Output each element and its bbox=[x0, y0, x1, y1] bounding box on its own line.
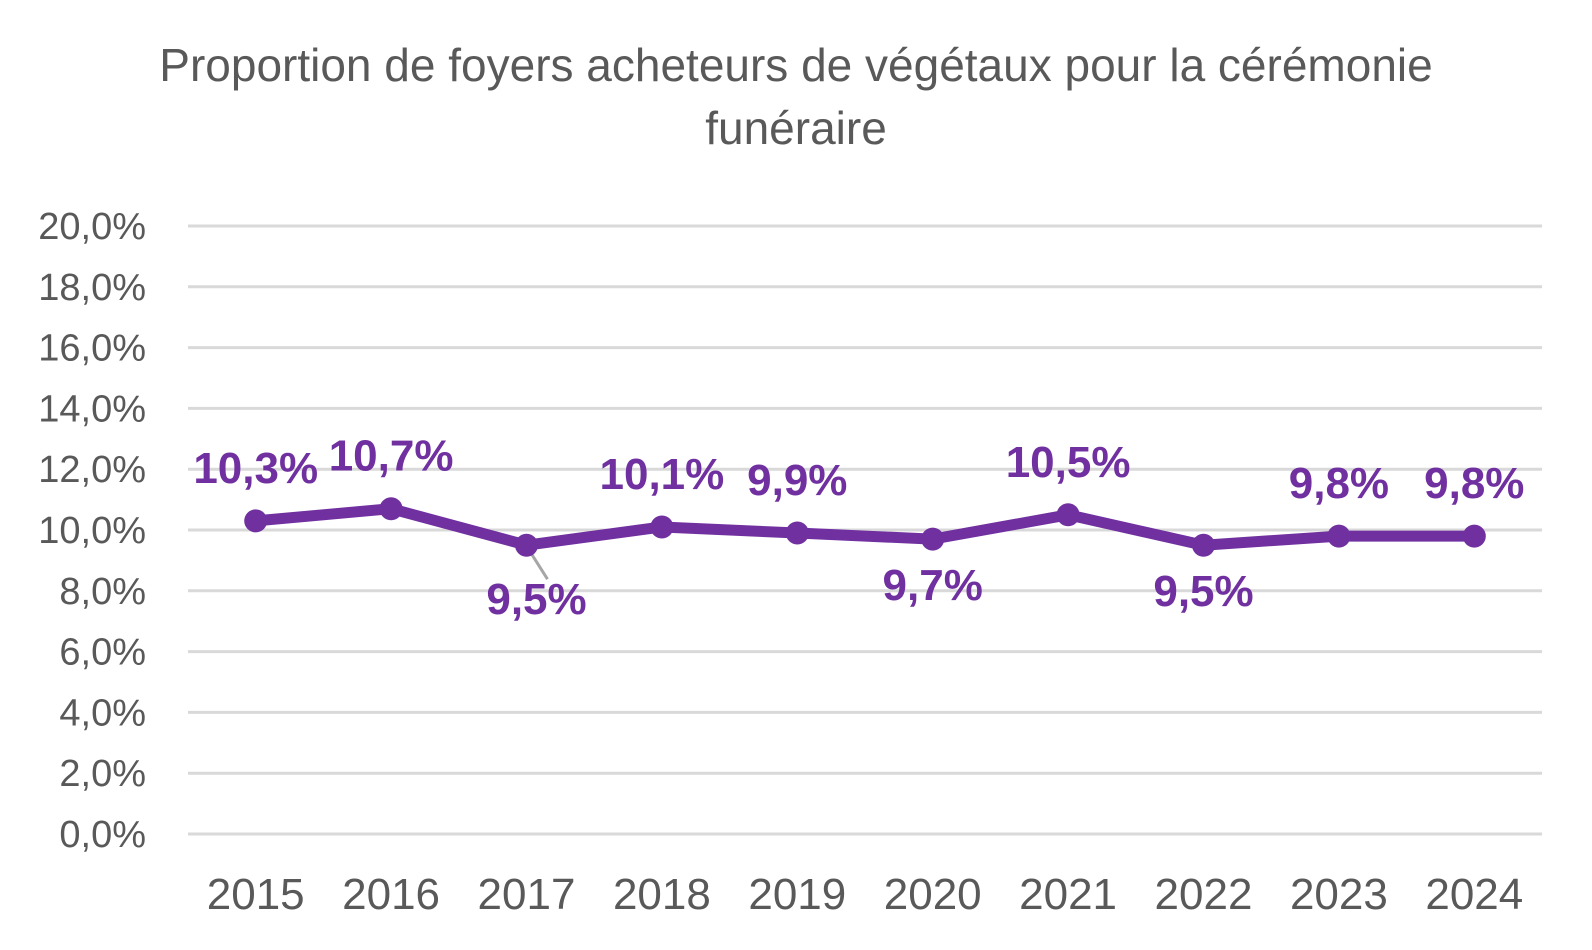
data-point bbox=[515, 533, 538, 557]
data-label: 9,8% bbox=[1289, 459, 1389, 508]
data-point bbox=[921, 527, 945, 551]
data-label: 10,1% bbox=[600, 450, 725, 499]
data-point bbox=[1192, 533, 1215, 557]
series-line bbox=[250, 503, 1480, 551]
x-tick-label: 2015 bbox=[207, 870, 305, 919]
data-label: 9,9% bbox=[747, 456, 847, 505]
data-label: 10,3% bbox=[193, 444, 318, 493]
data-label: 10,5% bbox=[1006, 438, 1131, 487]
x-tick-label: 2024 bbox=[1425, 870, 1523, 919]
x-tick-label: 2017 bbox=[478, 870, 576, 919]
data-point bbox=[1056, 503, 1080, 527]
y-tick-label: 16,0% bbox=[38, 328, 146, 370]
x-tick-label: 2016 bbox=[342, 870, 440, 919]
data-point bbox=[1327, 524, 1351, 548]
y-tick-label: 4,0% bbox=[59, 692, 146, 734]
x-tick-label: 2019 bbox=[748, 870, 846, 919]
x-tick-label: 2020 bbox=[884, 870, 982, 919]
y-tick-label: 8,0% bbox=[59, 571, 146, 613]
x-tick-label: 2022 bbox=[1155, 870, 1253, 919]
data-label: 9,5% bbox=[1153, 567, 1253, 616]
data-label: 10,7% bbox=[329, 432, 454, 481]
data-label: 9,7% bbox=[883, 561, 983, 610]
y-tick-label: 0,0% bbox=[59, 814, 146, 856]
y-tick-label: 2,0% bbox=[59, 753, 146, 795]
data-label: 9,5% bbox=[486, 575, 586, 624]
y-tick-label: 20,0% bbox=[38, 206, 146, 248]
y-tick-label: 18,0% bbox=[38, 267, 146, 309]
data-point bbox=[785, 521, 809, 545]
y-tick-label: 6,0% bbox=[59, 632, 146, 674]
x-tick-label: 2018 bbox=[613, 870, 711, 919]
y-tick-label: 14,0% bbox=[38, 388, 146, 430]
data-point bbox=[379, 497, 403, 521]
data-point bbox=[244, 509, 268, 533]
chart-title: Proportion de foyers acheteurs de végéta… bbox=[159, 39, 1433, 155]
data-point bbox=[650, 515, 674, 539]
y-tick-label: 12,0% bbox=[38, 449, 146, 491]
data-point bbox=[1462, 524, 1486, 548]
x-tick-label: 2023 bbox=[1290, 870, 1388, 919]
x-tick-label: 2021 bbox=[1019, 870, 1117, 919]
y-tick-label: 10,0% bbox=[38, 510, 146, 552]
data-label: 9,8% bbox=[1424, 459, 1524, 508]
